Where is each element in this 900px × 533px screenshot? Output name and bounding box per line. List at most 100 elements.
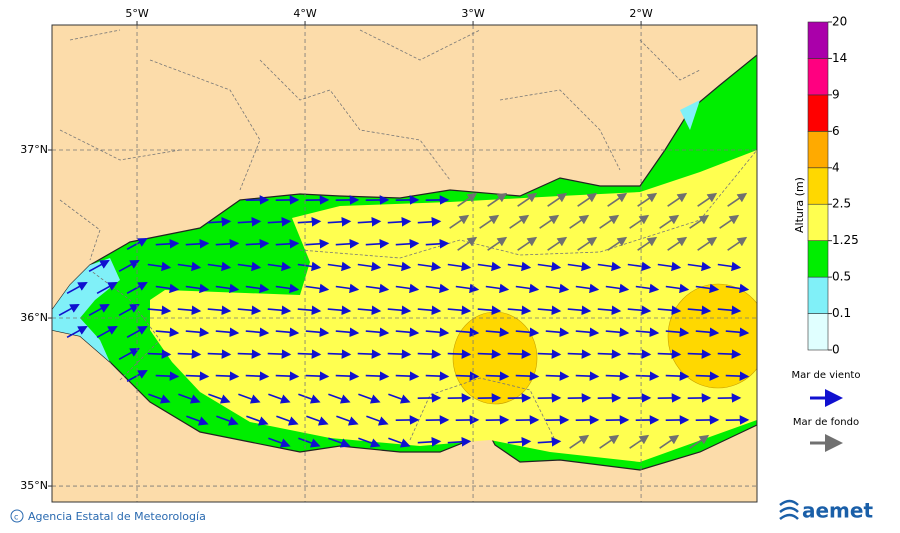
wave-arrow	[695, 371, 720, 381]
wave-arrow	[357, 349, 382, 359]
wave-arrow	[567, 261, 592, 272]
wave-arrow	[305, 327, 330, 338]
wave-arrow	[507, 349, 532, 359]
wave-arrow	[297, 217, 322, 227]
wave-arrow	[298, 437, 321, 448]
colorbar-segment	[807, 167, 829, 205]
wave-arrow	[147, 349, 172, 359]
wave-arrow	[537, 349, 562, 359]
wave-arrow	[485, 283, 510, 294]
wave-arrow	[575, 327, 600, 338]
wave-arrow	[455, 283, 480, 294]
wave-arrow	[417, 217, 442, 227]
wave-arrow	[447, 437, 472, 447]
wave-arrow	[727, 236, 748, 251]
wave-arrow	[569, 214, 590, 229]
wave-arrow	[358, 437, 381, 448]
wave-arrow	[155, 327, 180, 338]
colorbar-label: 9	[832, 87, 840, 101]
wave-arrow	[455, 327, 480, 338]
wave-arrow	[207, 261, 232, 272]
wave-arrow	[687, 349, 712, 359]
wave-arrow	[545, 283, 570, 294]
wave-arrow	[485, 327, 510, 338]
wave-arrow	[388, 393, 411, 404]
wave-arrow	[215, 327, 240, 338]
wave-arrow	[207, 305, 232, 316]
wave-arrow	[477, 305, 502, 316]
wave-arrow	[186, 415, 209, 426]
wave-arrow	[276, 415, 299, 426]
wave-arrow	[629, 434, 650, 449]
wave-arrow	[487, 236, 508, 251]
wave-arrow	[717, 305, 742, 316]
wave-arrow	[297, 305, 322, 316]
wave-arrow	[727, 192, 748, 207]
lon-label: 3°W	[461, 7, 484, 20]
wave-arrow	[477, 349, 502, 359]
wave-arrow	[517, 236, 538, 251]
wave-arrow	[365, 327, 390, 338]
map-frame	[51, 24, 758, 503]
wave-arrow	[447, 261, 472, 272]
wave-arrow	[667, 192, 688, 207]
wave-arrow	[695, 327, 720, 338]
borders	[59, 29, 701, 261]
logo-icon	[779, 499, 799, 521]
wave-arrow	[328, 437, 351, 448]
wave-arrow	[215, 371, 240, 381]
wave-arrow	[208, 393, 231, 404]
wave-arrow	[215, 283, 240, 294]
wave-arrow	[96, 325, 118, 338]
wave-arrow	[627, 305, 652, 316]
wave-arrow	[539, 214, 560, 229]
copyright-c: c	[14, 513, 18, 522]
wave-arrow	[177, 305, 202, 316]
wave-arrow	[327, 217, 352, 227]
wave-arrow	[245, 371, 270, 381]
wave-arrow	[335, 327, 360, 338]
wave-arrow	[635, 283, 660, 294]
wave-arrow	[327, 349, 352, 359]
wave-arrow	[387, 305, 412, 316]
wave-arrow	[689, 214, 710, 229]
wave-arrow	[305, 283, 330, 294]
wave-arrow	[605, 371, 630, 381]
wave-arrow	[185, 283, 210, 294]
wave-arrow	[635, 371, 660, 381]
wave-arrow	[577, 192, 598, 207]
wave-arrow	[689, 434, 710, 449]
wave-arrow	[267, 305, 292, 316]
wave-arrow	[185, 239, 210, 249]
wave-arrow	[725, 371, 750, 381]
wave-arrow	[695, 283, 720, 294]
wave-arrow	[178, 393, 201, 404]
wave-arrow	[605, 327, 630, 338]
wave-arrow	[627, 261, 652, 272]
colorbar-segment	[807, 21, 829, 59]
wave-arrow	[417, 437, 442, 447]
lat-label: 35°N	[20, 479, 48, 492]
wave-arrow	[118, 303, 140, 316]
wave-arrow	[275, 283, 300, 294]
wave-arrow	[537, 261, 562, 272]
wave-arrow	[537, 437, 562, 447]
wave-arrow	[659, 434, 680, 449]
wave-arrow	[637, 192, 658, 207]
wave-arrow	[477, 261, 502, 272]
wave-arrow	[697, 192, 718, 207]
wave-arrow	[605, 283, 630, 294]
wave-arrow	[395, 327, 420, 338]
wave-arrow	[395, 239, 420, 249]
wave-arrow	[575, 283, 600, 294]
lat-label: 37°N	[20, 143, 48, 156]
wave-arrow	[725, 283, 750, 294]
wave-arrow	[147, 261, 172, 272]
wave-arrow	[297, 349, 322, 359]
wave-arrow	[597, 349, 622, 359]
swell-label: Mar de fondo	[793, 417, 859, 428]
wave-arrow	[365, 283, 390, 294]
lon-label: 4°W	[293, 7, 316, 20]
wave-arrow	[245, 239, 270, 249]
wave-arrow	[547, 192, 568, 207]
